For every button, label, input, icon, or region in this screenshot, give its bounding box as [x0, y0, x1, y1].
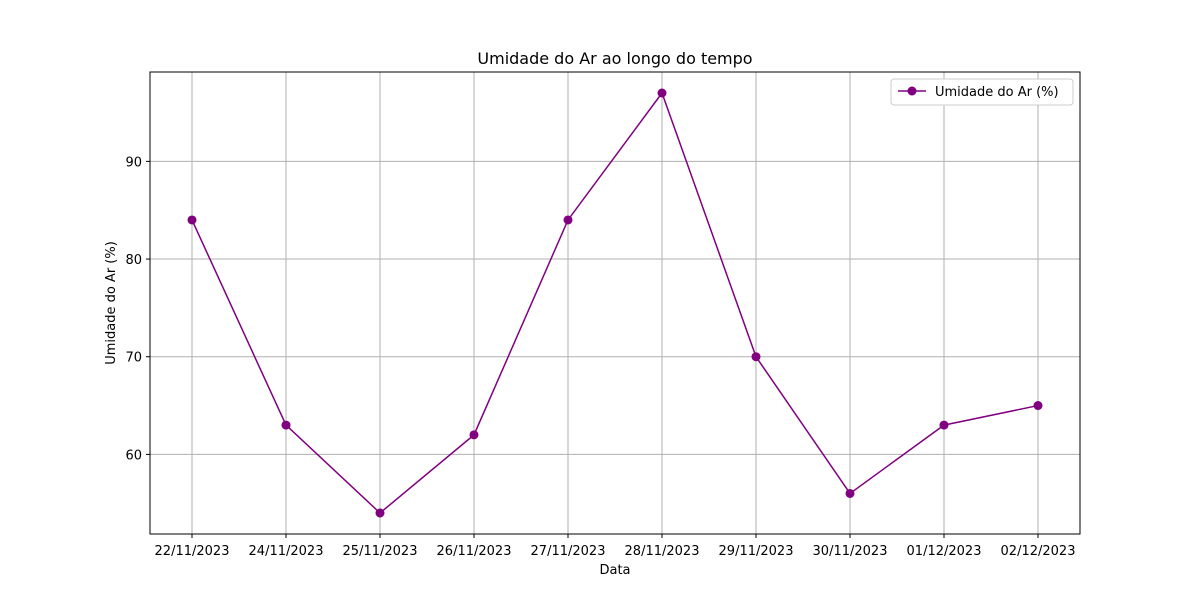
data-point [187, 215, 197, 225]
y-tick-label: 80 [125, 253, 142, 268]
x-tick-label: 22/11/2023 [155, 544, 230, 559]
series-layer [187, 88, 1043, 518]
data-point [281, 420, 291, 430]
y-tick-label: 90 [125, 155, 142, 170]
x-tick-label: 26/11/2023 [437, 544, 512, 559]
y-axis-ticks: 60 70 80 90 [125, 155, 150, 463]
data-point [1033, 401, 1043, 411]
x-tick-label: 02/12/2023 [1001, 544, 1076, 559]
x-tick-label: 27/11/2023 [531, 544, 606, 559]
data-point [939, 420, 949, 430]
grid [150, 72, 1080, 534]
data-point [845, 488, 855, 498]
plot-frame [149, 71, 1081, 535]
legend: Umidade do Ar (%) [890, 78, 1074, 106]
x-tick-label: 29/11/2023 [719, 544, 794, 559]
legend-box [890, 78, 1074, 106]
series-line [191, 91, 1039, 514]
data-point [657, 88, 667, 98]
x-tick-label: 25/11/2023 [343, 544, 418, 559]
data-point [375, 508, 385, 518]
y-axis-label: Umidade do Ar (%) [104, 241, 119, 365]
data-point [751, 352, 761, 362]
y-tick-label: 70 [125, 351, 142, 366]
x-tick-label: 24/11/2023 [249, 544, 324, 559]
legend-label: Umidade do Ar (%) [935, 85, 1059, 100]
x-tick-label: 28/11/2023 [625, 544, 700, 559]
chart-title: Umidade do Ar ao longo do tempo [477, 49, 752, 68]
data-point [469, 430, 479, 440]
legend-marker-sample [907, 86, 917, 96]
x-axis-ticks: 22/11/2023 24/11/2023 25/11/2023 26/11/2023… [155, 534, 1076, 559]
x-axis-label: Data [599, 563, 630, 578]
data-point [563, 215, 573, 225]
y-tick-label: 60 [125, 448, 142, 463]
x-tick-label: 01/12/2023 [907, 544, 982, 559]
x-tick-label: 30/11/2023 [813, 544, 888, 559]
